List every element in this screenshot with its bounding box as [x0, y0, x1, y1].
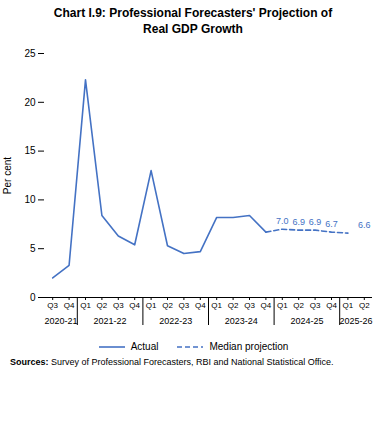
svg-text:Q4: Q4	[261, 301, 272, 310]
svg-text:6.9: 6.9	[309, 217, 322, 227]
svg-text:25: 25	[24, 48, 36, 59]
svg-text:Q4: Q4	[64, 301, 75, 310]
svg-text:6.7: 6.7	[325, 219, 338, 229]
svg-text:Q4: Q4	[195, 301, 206, 310]
svg-text:Q4: Q4	[326, 301, 337, 310]
svg-text:Q1: Q1	[80, 301, 91, 310]
svg-text:6.6: 6.6	[358, 220, 371, 230]
html-text:Sources: Survey of Professiona: Sources: Survey of Professional Forecast…	[10, 357, 334, 368]
svg-text:Q2: Q2	[162, 301, 173, 310]
svg-text:Q1: Q1	[277, 301, 288, 310]
svg-text:2023-24: 2023-24	[225, 317, 258, 327]
svg-text:Per cent: Per cent	[2, 157, 13, 194]
svg-text:Q3: Q3	[179, 301, 190, 310]
svg-text:Q2: Q2	[228, 301, 239, 310]
svg-text:Q3: Q3	[244, 301, 255, 310]
svg-text:7.0: 7.0	[276, 216, 289, 226]
svg-text:2020-21: 2020-21	[44, 317, 77, 327]
svg-text:Q3: Q3	[310, 301, 321, 310]
svg-text:Q1: Q1	[146, 301, 157, 310]
svg-text:Q2: Q2	[97, 301, 108, 310]
svg-text:2022-23: 2022-23	[159, 317, 192, 327]
html-text:Actual: Actual	[130, 341, 159, 353]
svg-text:2025-26: 2025-26	[340, 317, 373, 327]
svg-text:Q3: Q3	[47, 301, 58, 310]
svg-text:Q1: Q1	[211, 301, 222, 310]
svg-text:Q3: Q3	[113, 301, 124, 310]
svg-text:6.9: 6.9	[292, 217, 305, 227]
svg-text:Q4: Q4	[129, 301, 140, 310]
svg-text:Q2: Q2	[359, 301, 370, 310]
svg-text:15: 15	[24, 145, 36, 156]
svg-text:Q2: Q2	[293, 301, 304, 310]
svg-text:20: 20	[24, 97, 36, 108]
html-text:Median projection: Median projection	[209, 341, 289, 353]
svg-text:0: 0	[30, 292, 36, 303]
html-text:Chart I.9: Professional Foreca: Chart I.9: Professional Forecasters' Pro…	[53, 6, 333, 36]
svg-text:2021-22: 2021-22	[94, 317, 127, 327]
svg-text:2024-25: 2024-25	[290, 317, 323, 327]
svg-text:5: 5	[30, 243, 36, 254]
svg-text:Q1: Q1	[343, 301, 354, 310]
svg-text:10: 10	[24, 194, 36, 205]
